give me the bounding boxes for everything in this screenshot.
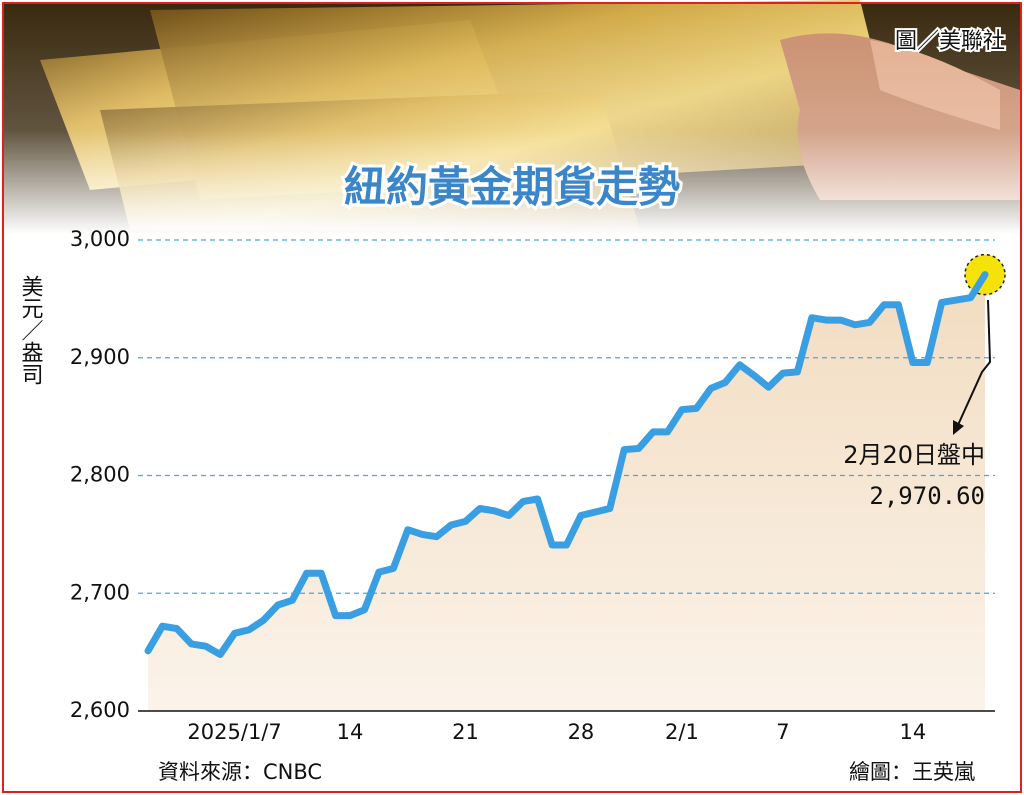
- background-photo: [4, 0, 1020, 234]
- x-tick-label: 7: [776, 720, 789, 744]
- illustrator: 繪圖：王英嵐: [849, 760, 975, 784]
- arrow-head: [953, 420, 964, 435]
- chart-title: 紐約黃金期貨走勢: [344, 163, 680, 212]
- source: 資料來源：CNBC: [158, 760, 322, 784]
- y-tick-label: 2,900: [70, 345, 130, 369]
- y-axis-label: 美元／盎司: [18, 275, 44, 385]
- credit: 圖／美聯社: [895, 29, 1005, 54]
- x-tick-label: 14: [899, 720, 926, 744]
- y-tick-label: 3,000: [70, 227, 130, 251]
- pointer-arrow: [957, 299, 992, 426]
- area: [148, 274, 985, 711]
- x-tick-label: 2025/1/7: [187, 720, 281, 744]
- plot: 2,600 2,700 2,800 2,900 3,000 2025/1/7 14 21 28 2…: [70, 227, 1006, 744]
- x-tick-label: 21: [452, 720, 479, 744]
- x-tick-label: 2/1: [665, 720, 699, 744]
- y-tick-label: 2,700: [70, 580, 130, 604]
- x-tick-label: 28: [568, 720, 595, 744]
- annotation: 2月20日盤中: [843, 441, 985, 469]
- y-tick-label: 2,600: [70, 698, 130, 722]
- line: [144, 271, 989, 658]
- annotation: 2,970.60: [869, 482, 985, 510]
- y-tick-label: 2,800: [70, 463, 130, 487]
- x-tick-label: 14: [337, 720, 364, 744]
